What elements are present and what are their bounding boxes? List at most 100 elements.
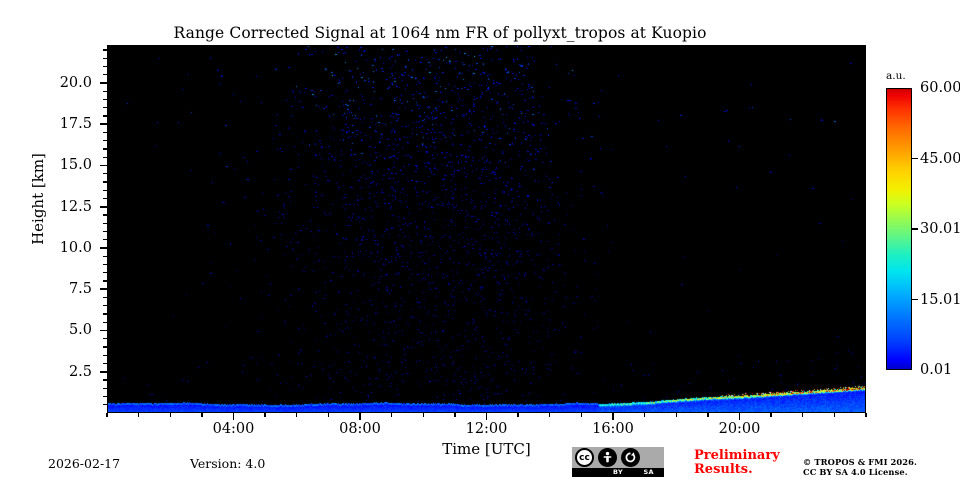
- colorbar-unit-label: a.u.: [886, 70, 906, 82]
- colorbar-tick: [912, 157, 918, 160]
- x-tick-minor: [517, 413, 519, 417]
- y-tick-major: [100, 205, 107, 208]
- x-tick-minor: [770, 413, 772, 417]
- y-tick-major: [100, 370, 107, 373]
- y-tick-minor: [103, 387, 107, 389]
- copyright-line-1: © TROPOS & FMI 2026.: [803, 457, 918, 467]
- y-tick-minor: [103, 148, 107, 150]
- y-tick-minor: [103, 173, 107, 175]
- y-tick-minor: [103, 263, 107, 266]
- plot-area[interactable]: [107, 45, 866, 413]
- y-tick-minor: [103, 189, 107, 191]
- y-tick-minor: [103, 214, 107, 216]
- y-tick-minor: [103, 115, 107, 117]
- cc-license-badge[interactable]: cc . BY SA: [572, 447, 664, 477]
- y-tick-label: 12.5: [59, 198, 92, 215]
- x-tick-minor: [802, 413, 804, 417]
- y-tick-minor: [103, 49, 107, 51]
- preliminary-line-2: Results.: [694, 462, 753, 477]
- x-tick-minor: [296, 413, 298, 417]
- y-tick-minor: [103, 354, 107, 356]
- x-tick-label: 12:00: [465, 421, 508, 437]
- colorbar-tick: [912, 298, 918, 301]
- y-tick-minor: [103, 222, 107, 224]
- y-tick-minor: [103, 197, 107, 200]
- y-tick-minor: [103, 140, 107, 142]
- y-tick-major: [100, 329, 107, 332]
- x-tick-minor: [169, 413, 171, 417]
- y-tick-minor: [103, 239, 107, 241]
- y-tick-minor: [103, 379, 107, 381]
- attribution-person-icon: [598, 448, 617, 467]
- y-tick-minor: [103, 65, 107, 68]
- x-tick-minor: [106, 413, 108, 417]
- y-tick-minor: [103, 395, 107, 398]
- x-tick-minor: [549, 413, 551, 417]
- x-tick-minor: [201, 413, 203, 417]
- y-tick-major: [100, 247, 107, 249]
- colorbar-tick-label: 15.01: [920, 291, 960, 308]
- x-tick-minor: [833, 413, 836, 417]
- cc-sub-spacer: .: [572, 468, 603, 477]
- y-tick-minor: [103, 296, 107, 299]
- y-tick-label: 15.0: [59, 157, 92, 174]
- y-tick-label: 10.0: [59, 239, 92, 256]
- x-tick-major: [612, 413, 614, 420]
- x-tick-minor: [454, 413, 456, 417]
- y-tick-major: [100, 123, 107, 125]
- y-tick-minor: [103, 321, 107, 323]
- x-tick-label: 08:00: [339, 421, 381, 437]
- x-tick-minor: [422, 413, 424, 417]
- x-tick-label: 04:00: [212, 421, 255, 437]
- x-tick-minor: [707, 413, 709, 417]
- y-tick-minor: [103, 98, 107, 101]
- y-tick-minor: [103, 230, 107, 233]
- y-tick-major: [100, 288, 107, 291]
- preliminary-line-1: Preliminary: [694, 448, 780, 463]
- y-tick-minor: [103, 404, 107, 406]
- x-tick-minor: [675, 413, 677, 417]
- cc-badge-icons: cc: [572, 447, 664, 468]
- cc-sa-label: SA: [643, 468, 654, 476]
- x-tick-minor: [264, 413, 266, 417]
- colorbar[interactable]: a.u. 0.01 15.01 30.01 45.00 60.00: [886, 70, 960, 377]
- colorbar-tick-label: 0.01: [920, 362, 953, 378]
- y-tick-minor: [103, 346, 107, 348]
- y-tick-minor: [103, 74, 107, 76]
- x-axis-title: Time [UTC]: [442, 440, 531, 458]
- y-tick-minor: [103, 272, 107, 274]
- y-tick-minor: [103, 255, 107, 257]
- y-tick-label: 2.5: [68, 363, 92, 380]
- y-tick-minor: [103, 305, 107, 307]
- y-tick-minor: [103, 107, 107, 109]
- colorbar-gradient: [886, 88, 912, 370]
- colorbar-tick: [912, 228, 918, 230]
- colorbar-tick-label: 45.00: [920, 150, 960, 167]
- y-tick-major: [100, 164, 107, 167]
- y-tick-minor: [103, 362, 107, 365]
- y-tick-minor: [103, 90, 107, 92]
- y-tick-label: 7.5: [68, 281, 92, 298]
- x-tick-label: 16:00: [592, 421, 634, 437]
- y-tick-major: [100, 82, 107, 84]
- colorbar-tick-label: 60.00: [920, 80, 960, 96]
- share-alike-icon: [621, 448, 640, 467]
- x-tick-major: [232, 413, 235, 420]
- y-tick-minor: [103, 280, 107, 282]
- footer-version: Version: 4.0: [190, 456, 266, 471]
- colorbar-tick-label: 30.01: [920, 221, 960, 237]
- x-tick-minor: [580, 413, 583, 417]
- y-tick-minor: [103, 131, 107, 134]
- y-tick-label: 5.0: [68, 322, 92, 339]
- x-tick-minor: [390, 413, 393, 417]
- y-tick-minor: [103, 156, 107, 158]
- y-tick-label: 17.5: [59, 116, 92, 133]
- page-title: Range Corrected Signal at 1064 nm FR of …: [173, 24, 707, 42]
- preliminary-results-notice: Preliminary Results.: [694, 449, 804, 477]
- x-tick-minor: [643, 413, 646, 417]
- footer-date: 2026-02-17: [48, 456, 121, 471]
- x-tick-minor: [865, 413, 867, 417]
- x-tick-minor: [137, 413, 140, 417]
- y-tick-minor: [103, 313, 107, 315]
